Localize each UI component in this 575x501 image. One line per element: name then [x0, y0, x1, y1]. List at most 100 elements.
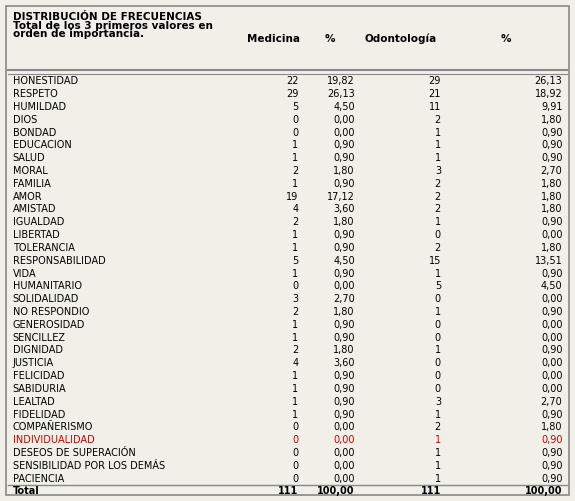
Text: 2: 2	[435, 192, 441, 202]
Text: 1: 1	[292, 230, 298, 240]
Text: 0,90: 0,90	[334, 333, 355, 343]
Text: 4: 4	[292, 204, 298, 214]
Text: 1: 1	[292, 140, 298, 150]
Text: RESPONSABILIDAD: RESPONSABILIDAD	[13, 256, 105, 266]
Text: 3: 3	[435, 397, 441, 407]
Text: 0,00: 0,00	[334, 128, 355, 138]
Text: 1,80: 1,80	[541, 204, 562, 214]
Text: 0,90: 0,90	[334, 397, 355, 407]
Text: 111: 111	[278, 486, 298, 496]
Text: 1: 1	[292, 243, 298, 253]
Text: 1: 1	[435, 346, 441, 356]
Text: MORAL: MORAL	[13, 166, 47, 176]
Text: 0,00: 0,00	[541, 333, 562, 343]
Text: 0: 0	[292, 128, 298, 138]
Text: 0,90: 0,90	[334, 153, 355, 163]
Text: 0,90: 0,90	[334, 243, 355, 253]
Text: AMISTAD: AMISTAD	[13, 204, 56, 214]
Text: FIDELIDAD: FIDELIDAD	[13, 409, 65, 419]
Text: DESEOS DE SUPERACIÓN: DESEOS DE SUPERACIÓN	[13, 448, 135, 458]
Text: 0,00: 0,00	[334, 435, 355, 445]
Text: SABIDURIA: SABIDURIA	[13, 384, 66, 394]
Text: 26,13: 26,13	[535, 76, 562, 86]
Text: 0,00: 0,00	[541, 371, 562, 381]
Text: DIOS: DIOS	[13, 115, 37, 125]
Text: 1: 1	[435, 461, 441, 471]
Text: FAMILIA: FAMILIA	[13, 179, 51, 189]
Text: 0: 0	[435, 384, 441, 394]
Text: 4,50: 4,50	[333, 256, 355, 266]
Text: AMOR: AMOR	[13, 192, 42, 202]
Text: 0: 0	[435, 333, 441, 343]
Text: JUSTICIA: JUSTICIA	[13, 358, 53, 368]
Text: 0,00: 0,00	[334, 115, 355, 125]
Text: COMPAÑERISMO: COMPAÑERISMO	[13, 422, 93, 432]
Text: 1: 1	[292, 269, 298, 279]
Text: 2,70: 2,70	[540, 166, 562, 176]
Text: 11: 11	[429, 102, 441, 112]
Text: Total: Total	[13, 486, 39, 496]
Text: LIBERTAD: LIBERTAD	[13, 230, 59, 240]
Text: 0,90: 0,90	[334, 409, 355, 419]
Text: 0,90: 0,90	[541, 435, 562, 445]
Text: RESPETO: RESPETO	[13, 89, 58, 99]
Text: 13,51: 13,51	[535, 256, 562, 266]
Text: 21: 21	[428, 89, 441, 99]
Text: 3: 3	[292, 294, 298, 304]
Text: 3,60: 3,60	[334, 358, 355, 368]
Text: 15: 15	[428, 256, 441, 266]
Text: 0,90: 0,90	[541, 448, 562, 458]
Text: 5: 5	[292, 102, 298, 112]
Text: 1: 1	[292, 397, 298, 407]
Text: DISTRIBUCIÓN DE FRECUENCIAS: DISTRIBUCIÓN DE FRECUENCIAS	[13, 12, 201, 22]
Text: 9,91: 9,91	[541, 102, 562, 112]
Text: 1: 1	[435, 409, 441, 419]
Text: 0,90: 0,90	[541, 269, 562, 279]
Text: Total de los 3 primeros valores en: Total de los 3 primeros valores en	[13, 21, 213, 31]
Text: SENCILLEZ: SENCILLEZ	[13, 333, 66, 343]
Text: 1: 1	[292, 409, 298, 419]
Text: 0: 0	[292, 282, 298, 292]
Text: 0: 0	[435, 320, 441, 330]
Text: 29: 29	[286, 89, 298, 99]
Text: 1,80: 1,80	[334, 217, 355, 227]
Text: 0,00: 0,00	[541, 320, 562, 330]
Text: 2: 2	[292, 166, 298, 176]
Text: 1: 1	[292, 179, 298, 189]
Text: 0,00: 0,00	[541, 358, 562, 368]
Text: 17,12: 17,12	[327, 192, 355, 202]
Text: 22: 22	[286, 76, 298, 86]
Text: 29: 29	[428, 76, 441, 86]
Text: 1: 1	[435, 448, 441, 458]
Text: 1,80: 1,80	[541, 192, 562, 202]
Text: 0,90: 0,90	[334, 320, 355, 330]
Text: 1: 1	[435, 128, 441, 138]
Text: orden de importancia.: orden de importancia.	[13, 29, 144, 39]
Text: SENSIBILIDAD POR LOS DEMÁS: SENSIBILIDAD POR LOS DEMÁS	[13, 461, 164, 471]
Text: 0,90: 0,90	[334, 140, 355, 150]
Text: 2,70: 2,70	[540, 397, 562, 407]
Text: 0,90: 0,90	[334, 179, 355, 189]
Text: 0: 0	[435, 358, 441, 368]
Text: 0: 0	[292, 448, 298, 458]
Text: 1: 1	[292, 384, 298, 394]
Text: 0: 0	[292, 461, 298, 471]
Text: 2: 2	[435, 204, 441, 214]
Text: 0,90: 0,90	[334, 230, 355, 240]
Text: 3,60: 3,60	[334, 204, 355, 214]
Text: DIGNIDAD: DIGNIDAD	[13, 346, 63, 356]
Text: FELICIDAD: FELICIDAD	[13, 371, 64, 381]
Text: EDUCACION: EDUCACION	[13, 140, 71, 150]
Text: 0,00: 0,00	[541, 230, 562, 240]
Text: 5: 5	[435, 282, 441, 292]
Text: 1: 1	[435, 269, 441, 279]
Text: 0,00: 0,00	[541, 294, 562, 304]
Text: 19: 19	[286, 192, 298, 202]
Text: 0,00: 0,00	[334, 422, 355, 432]
Text: 1: 1	[292, 371, 298, 381]
Text: BONDAD: BONDAD	[13, 128, 56, 138]
Text: 0,90: 0,90	[541, 140, 562, 150]
Text: 0,00: 0,00	[334, 448, 355, 458]
Text: 1,80: 1,80	[334, 307, 355, 317]
Text: 1: 1	[292, 333, 298, 343]
